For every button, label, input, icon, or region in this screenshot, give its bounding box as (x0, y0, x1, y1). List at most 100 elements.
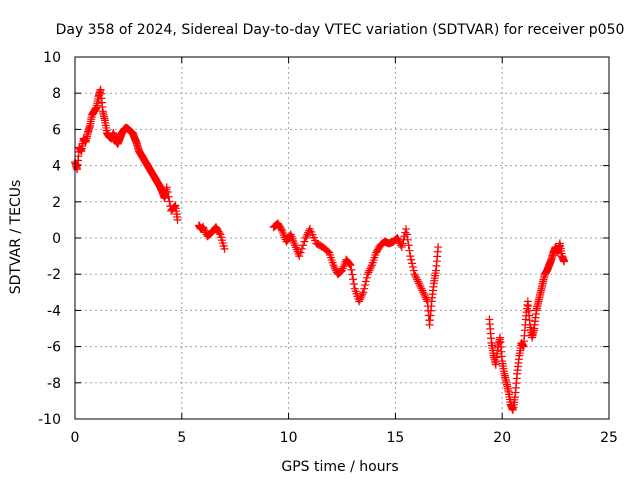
chart-title: Day 358 of 2024, Sidereal Day-to-day VTE… (56, 22, 625, 38)
data-point-marker (415, 281, 424, 290)
data-point-marker (371, 251, 380, 260)
y-tick-label: 8 (52, 86, 61, 102)
y-tick-label: -2 (47, 267, 61, 283)
data-point-marker (512, 374, 521, 383)
data-point-marker (348, 270, 357, 279)
data-point-marker (215, 228, 224, 237)
x-tick-label: 15 (386, 430, 404, 446)
x-tick-label: 0 (71, 430, 80, 446)
data-point-marker (396, 241, 405, 250)
y-axis-label: SDTVAR / TECUs (8, 180, 24, 295)
data-point-marker (277, 225, 286, 234)
data-point-marker (330, 262, 339, 271)
y-tick-label: 4 (52, 159, 61, 175)
y-tick-label: 10 (43, 50, 61, 66)
data-point-marker (508, 404, 517, 413)
data-point-marker (200, 226, 209, 235)
data-point-marker (487, 334, 496, 343)
data-point-marker (367, 262, 376, 271)
data-point-marker (358, 290, 367, 299)
x-tick-labels: 0 5 10 15 20 25 (71, 430, 618, 446)
data-point-marker (355, 295, 364, 304)
data-point-marker (401, 228, 410, 237)
data-point-marker (349, 279, 358, 288)
data-point-marker (431, 269, 440, 278)
data-point-marker (412, 273, 421, 282)
data-point-marker (345, 260, 354, 269)
data-point-marker (94, 94, 103, 103)
data-point-marker (414, 279, 423, 288)
data-point-marker (362, 273, 371, 282)
data-point-marker (497, 352, 506, 361)
data-point-marker (510, 395, 519, 404)
data-point-marker (405, 246, 414, 255)
data-point-marker (322, 246, 331, 255)
data-point-marker (557, 249, 566, 258)
data-point-marker (402, 230, 411, 239)
data-point-marker (276, 223, 285, 232)
data-point-marker (163, 188, 172, 197)
data-point-marker (98, 102, 107, 111)
y-tick-label: -10 (38, 412, 61, 428)
data-point-marker (290, 239, 299, 248)
data-point-marker (519, 341, 528, 350)
data-point-marker (200, 224, 209, 233)
data-point-marker (531, 310, 540, 319)
data-point-marker (328, 258, 337, 267)
data-point-marker (173, 213, 182, 222)
y-tick-label: 0 (52, 231, 61, 247)
data-point-marker (529, 326, 538, 335)
data-point-marker (356, 293, 365, 302)
data-point-marker (429, 282, 438, 291)
data-point-marker (403, 235, 412, 244)
data-point-marker (349, 275, 358, 284)
data-point-marker (523, 300, 532, 309)
data-point-marker (433, 247, 442, 256)
y-tick-label: -8 (47, 376, 61, 392)
y-tick-label: -6 (47, 340, 61, 356)
data-point-marker (296, 248, 305, 257)
data-point-marker (395, 237, 404, 246)
data-point-marker (301, 234, 310, 242)
data-point-marker (302, 232, 311, 241)
data-point-marker (347, 265, 356, 274)
data-point-marker (164, 192, 173, 201)
x-tick-label: 10 (280, 430, 298, 446)
data-point-marker (398, 239, 407, 248)
x-tick-label: 20 (493, 430, 511, 446)
data-point-marker (357, 291, 366, 300)
data-point-marker (413, 275, 422, 284)
y-tick-label: 6 (52, 122, 61, 138)
data-point-marker (420, 290, 429, 299)
data-point-marker (214, 227, 223, 236)
data-point-marker (514, 355, 523, 364)
data-point-marker (364, 268, 373, 277)
plot-frame (74, 56, 610, 420)
data-point-marker (502, 376, 511, 385)
data-point-marker (359, 288, 368, 297)
data-point-marker (363, 270, 372, 279)
data-point-marker (360, 284, 369, 293)
data-point-marker (559, 256, 568, 265)
data-point-marker (419, 288, 428, 297)
data-point-marker (499, 367, 508, 376)
data-point-marker (165, 197, 174, 206)
data-point-marker (536, 290, 545, 299)
data-point-marker (100, 114, 109, 123)
data-point-marker (525, 316, 534, 325)
data-point-marker (85, 123, 94, 132)
data-point-marker (361, 281, 370, 290)
data-point-marker (427, 302, 436, 311)
data-point-marker (417, 284, 426, 293)
data-point-marker (408, 259, 417, 268)
data-point-marker (335, 268, 344, 277)
data-point-marker (534, 299, 543, 308)
data-point-marker (406, 252, 415, 261)
y-tick-label: -4 (47, 303, 61, 319)
data-point-marker (420, 291, 429, 300)
data-point-marker (489, 349, 498, 358)
data-point-marker (411, 272, 420, 281)
x-tick-label: 25 (600, 430, 618, 446)
data-point-marker (407, 255, 416, 264)
data-point-marker (410, 270, 419, 279)
